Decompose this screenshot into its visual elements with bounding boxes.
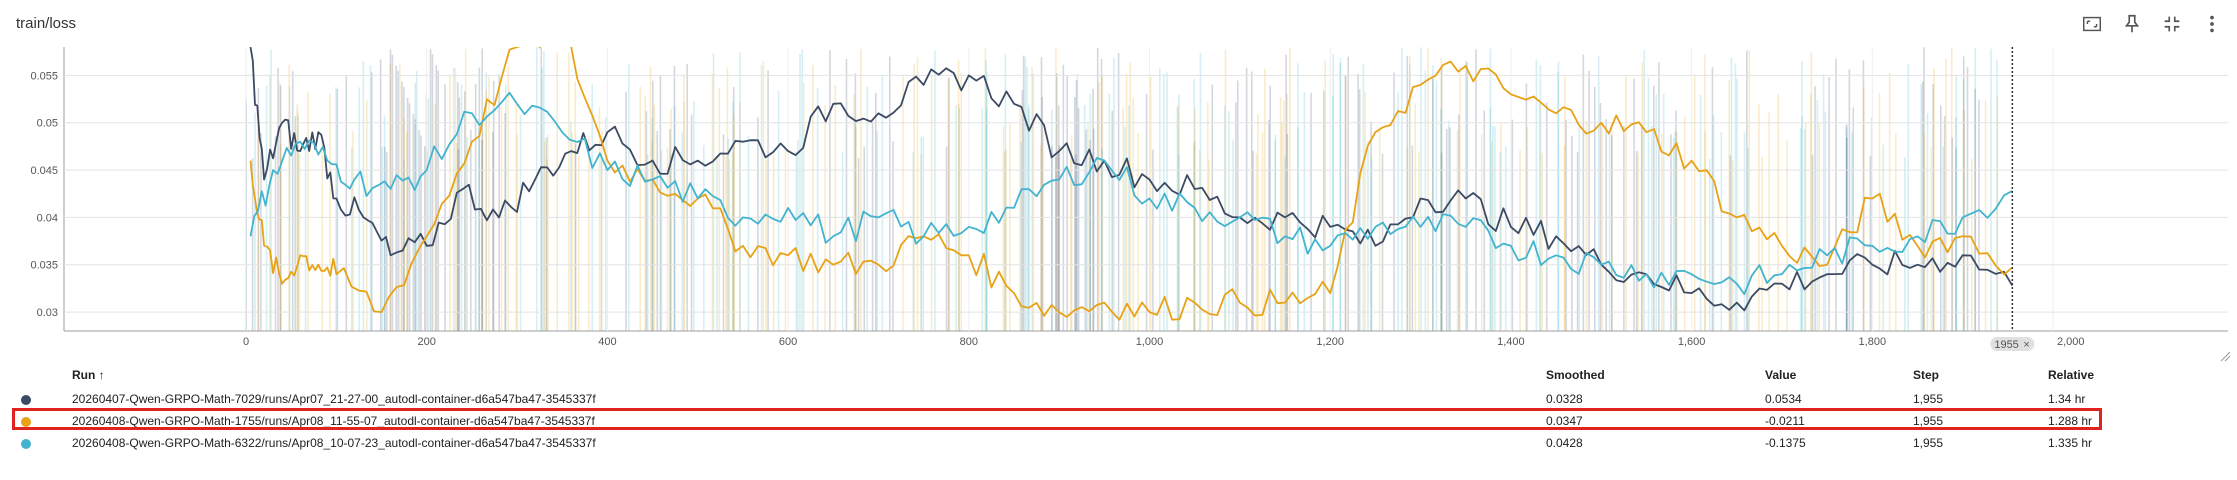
y-tick-label: 0.045 bbox=[30, 165, 58, 177]
x-tick-label: 2,000 bbox=[2057, 336, 2085, 348]
step-value: 1,955 bbox=[1913, 392, 1944, 406]
raw-value: -0.1375 bbox=[1765, 436, 1806, 450]
x-tick-label: 1,800 bbox=[1859, 336, 1887, 348]
card-title: train/loss bbox=[16, 15, 77, 32]
run-name: 20260408-Qwen-GRPO-Math-1755/runs/Apr08_… bbox=[72, 414, 595, 428]
fit-domain-button[interactable] bbox=[2077, 10, 2107, 38]
loss-chart[interactable]: 0.03 0.035 0.04 0.045 0.05 0.055 0 200 400 600 80… bbox=[0, 0, 2237, 360]
run-color-swatch bbox=[21, 439, 31, 449]
series-lines bbox=[249, 47, 2014, 321]
smoothed-value: 0.0328 bbox=[1546, 392, 1583, 406]
step-marker[interactable]: 1955 × bbox=[1990, 337, 2035, 351]
table-row[interactable]: 20260408-Qwen-GRPO-Math-6322/runs/Apr08_… bbox=[0, 432, 2237, 454]
header-step[interactable]: Step bbox=[1913, 368, 1940, 382]
more-vert-icon bbox=[2210, 15, 2214, 33]
collapse-icon bbox=[2164, 16, 2180, 32]
resize-handle-icon[interactable] bbox=[2219, 350, 2231, 362]
header-value[interactable]: Value bbox=[1765, 368, 1797, 382]
x-tick-label: 1,400 bbox=[1497, 336, 1525, 348]
step-value: 1,955 bbox=[1913, 436, 1944, 450]
raw-value: -0.0211 bbox=[1765, 414, 1805, 428]
step-marker-label: 1955 bbox=[1994, 339, 2018, 351]
x-tick-label: 1,200 bbox=[1316, 336, 1344, 348]
y-tick-label: 0.055 bbox=[30, 70, 58, 82]
table-row[interactable]: 20260407-Qwen-GRPO-Math-7029/runs/Apr07_… bbox=[0, 388, 2237, 410]
run-name: 20260408-Qwen-GRPO-Math-6322/runs/Apr08_… bbox=[72, 436, 596, 450]
x-tick-label: 1,600 bbox=[1678, 336, 1706, 348]
x-tick-label: 200 bbox=[418, 336, 436, 348]
raw-data-traces bbox=[245, 47, 1999, 331]
relative-time: 1.288 hr bbox=[2048, 414, 2093, 428]
x-tick-label: 800 bbox=[960, 336, 978, 348]
raw-value: 0.0534 bbox=[1765, 392, 1802, 406]
x-axis: 0 200 400 600 800 1,000 1,200 1,400 1,600 1,800 2,… bbox=[243, 336, 2085, 348]
x-tick-label: 0 bbox=[243, 336, 249, 348]
series-line bbox=[249, 47, 2014, 312]
relative-time: 1.335 hr bbox=[2048, 436, 2093, 450]
step-value: 1,955 bbox=[1913, 414, 1944, 428]
grid-lines bbox=[63, 47, 2228, 332]
y-tick-label: 0.04 bbox=[37, 212, 58, 224]
run-name: 20260407-Qwen-GRPO-Math-7029/runs/Apr07_… bbox=[72, 392, 596, 406]
series-line bbox=[249, 91, 2013, 295]
y-axis: 0.03 0.035 0.04 0.045 0.05 0.055 bbox=[30, 70, 58, 319]
smoothed-value: 0.0347 bbox=[1546, 414, 1583, 428]
header-run[interactable]: Run ↑ bbox=[72, 368, 105, 382]
run-color-swatch bbox=[21, 417, 31, 427]
pin-button[interactable] bbox=[2117, 10, 2147, 38]
x-tick-label: 1,000 bbox=[1136, 336, 1164, 348]
step-marker-close-icon[interactable]: × bbox=[2023, 339, 2029, 351]
y-tick-label: 0.03 bbox=[37, 307, 58, 319]
x-tick-label: 600 bbox=[779, 336, 797, 348]
collapse-button[interactable] bbox=[2157, 10, 2187, 38]
sort-arrow-icon: ↑ bbox=[98, 368, 105, 382]
relative-time: 1.34 hr bbox=[2048, 392, 2086, 406]
smoothed-value: 0.0428 bbox=[1546, 436, 1583, 450]
y-tick-label: 0.035 bbox=[30, 260, 58, 272]
more-menu-button[interactable] bbox=[2197, 10, 2227, 38]
runs-table: Run ↑ Smoothed Value Step Relative 20260… bbox=[0, 364, 2237, 454]
pin-icon bbox=[2124, 14, 2140, 33]
table-row[interactable]: 20260408-Qwen-GRPO-Math-1755/runs/Apr08_… bbox=[0, 410, 2237, 432]
x-tick-label: 400 bbox=[598, 336, 616, 348]
header-smoothed[interactable]: Smoothed bbox=[1546, 368, 1605, 382]
y-tick-label: 0.05 bbox=[37, 118, 58, 130]
run-color-swatch bbox=[21, 395, 31, 405]
fit-screen-icon bbox=[2083, 16, 2101, 32]
header-relative[interactable]: Relative bbox=[2048, 368, 2095, 382]
card-toolbar bbox=[2077, 10, 2227, 38]
series-line bbox=[249, 47, 2013, 321]
table-header: Run ↑ Smoothed Value Step Relative bbox=[0, 364, 2237, 388]
